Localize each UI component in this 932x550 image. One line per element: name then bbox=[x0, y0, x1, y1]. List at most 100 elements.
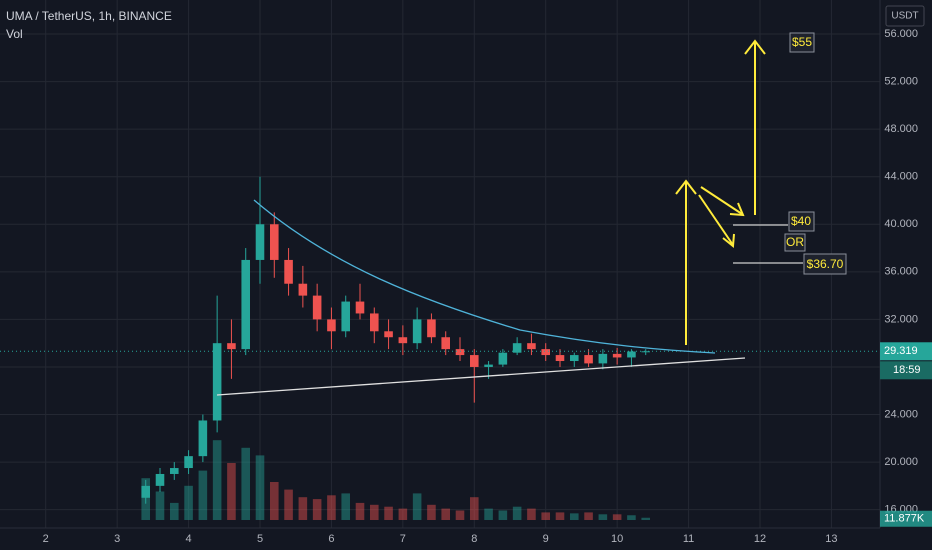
candle-body bbox=[384, 331, 393, 338]
x-tick-label: 2 bbox=[43, 533, 49, 545]
candle-body bbox=[284, 259, 293, 284]
currency-box bbox=[885, 5, 925, 27]
candle-body bbox=[170, 468, 179, 474]
candle-body bbox=[470, 355, 479, 367]
volume-bar bbox=[570, 513, 579, 520]
candle-body bbox=[527, 343, 536, 350]
volume-bar bbox=[612, 514, 622, 520]
volume-bar bbox=[470, 497, 479, 520]
volume-bar bbox=[312, 499, 322, 520]
candle-body bbox=[484, 364, 493, 367]
arrows bbox=[675, 39, 766, 345]
volume-bar bbox=[384, 506, 393, 520]
y-tick-label: 56.000 bbox=[884, 28, 918, 40]
arrow-down-1 bbox=[700, 186, 743, 215]
volume-bar bbox=[412, 493, 422, 520]
arrow-down-2 bbox=[698, 194, 734, 246]
candle-body bbox=[227, 343, 236, 350]
x-tick-label: 8 bbox=[471, 533, 477, 545]
arrow-head bbox=[729, 202, 745, 217]
y-tick-label: 36.000 bbox=[884, 266, 918, 278]
y-tick-label: 40.000 bbox=[884, 218, 918, 230]
last-price-label: 29.319 bbox=[884, 345, 918, 357]
candle-body bbox=[441, 337, 450, 350]
x-tick-label: 11 bbox=[683, 533, 694, 545]
annotation-box bbox=[784, 233, 806, 252]
x-tick-label: 3 bbox=[114, 533, 120, 545]
volume-bar bbox=[584, 512, 593, 520]
volume-bar bbox=[641, 517, 650, 520]
candle-body bbox=[612, 353, 622, 358]
volume-bar bbox=[155, 491, 165, 520]
axis-layer: 16.00020.00024.00028.00032.00036.00040.0… bbox=[43, 28, 932, 545]
annotation-box bbox=[788, 211, 815, 232]
candle-body bbox=[398, 337, 408, 344]
x-tick-label: 6 bbox=[328, 533, 334, 545]
chart-title: UMA / TetherUS, 1h, BINANCE bbox=[6, 9, 172, 23]
y-tick-label: 44.000 bbox=[884, 171, 918, 183]
volume-bar bbox=[184, 485, 193, 520]
candle-body bbox=[341, 301, 350, 332]
candle-body bbox=[598, 353, 608, 364]
volume-bar bbox=[170, 502, 179, 520]
candle-body bbox=[570, 355, 579, 362]
volume-bar bbox=[241, 447, 250, 520]
volume-bar bbox=[484, 508, 493, 520]
candle-body bbox=[370, 313, 379, 332]
annotation-boxes: $55 $40 OR $36.70 bbox=[784, 32, 847, 275]
volume-bar bbox=[341, 493, 350, 520]
candle-body bbox=[555, 355, 565, 362]
x-tick-label: 4 bbox=[186, 533, 192, 545]
annotation-box bbox=[789, 32, 815, 53]
volume-bar bbox=[598, 514, 608, 520]
x-tick-label: 10 bbox=[611, 533, 623, 545]
candle-body bbox=[312, 295, 322, 320]
volume-label: 11.877K bbox=[884, 513, 925, 525]
lower-trendline bbox=[216, 357, 746, 396]
volume-title: Vol bbox=[6, 27, 23, 41]
volume-bar bbox=[227, 463, 236, 520]
volume-bar bbox=[370, 504, 379, 520]
countdown-box bbox=[880, 361, 932, 380]
annotation: $40 bbox=[791, 214, 811, 228]
y-tick-label: 48.000 bbox=[884, 123, 918, 135]
x-tick-label: 5 bbox=[257, 533, 263, 545]
countdown-label: 18:59 bbox=[893, 364, 921, 376]
candle-body bbox=[498, 352, 508, 365]
x-tick-label: 12 bbox=[754, 533, 766, 545]
volume-bar bbox=[255, 455, 265, 520]
candle-body bbox=[141, 485, 150, 498]
arrow-head bbox=[675, 179, 697, 195]
volume-bar bbox=[512, 506, 522, 520]
volume-bar bbox=[270, 482, 279, 520]
candle-body bbox=[412, 319, 422, 344]
y-tick-label: 52.000 bbox=[884, 75, 918, 87]
volume-bar bbox=[212, 440, 222, 520]
volume-bar bbox=[541, 512, 550, 520]
candle-body bbox=[541, 349, 550, 356]
volume-bar bbox=[455, 510, 465, 520]
y-tick-label: 32.000 bbox=[884, 313, 918, 325]
candle-body bbox=[198, 420, 208, 457]
candle-body bbox=[584, 355, 593, 364]
candle-body bbox=[427, 319, 436, 338]
candle-body bbox=[270, 224, 279, 260]
candle-body bbox=[241, 259, 250, 350]
x-tick-label: 7 bbox=[400, 533, 406, 545]
candle-body bbox=[327, 319, 336, 332]
upper-trendline bbox=[253, 199, 716, 354]
candle-body bbox=[255, 224, 265, 260]
candle-body bbox=[184, 456, 193, 469]
grid-layer bbox=[0, 0, 880, 528]
volume-bar bbox=[627, 515, 636, 520]
arrow-head bbox=[722, 233, 735, 248]
candle-body bbox=[212, 343, 222, 421]
volume-bar bbox=[327, 495, 336, 520]
y-tick-label: 16.000 bbox=[884, 504, 918, 516]
arrow-head bbox=[744, 39, 766, 55]
y-tick-label: 20.000 bbox=[884, 456, 918, 468]
candle-body bbox=[155, 473, 165, 486]
last-price-box bbox=[880, 342, 932, 361]
volume-bar bbox=[427, 504, 436, 520]
